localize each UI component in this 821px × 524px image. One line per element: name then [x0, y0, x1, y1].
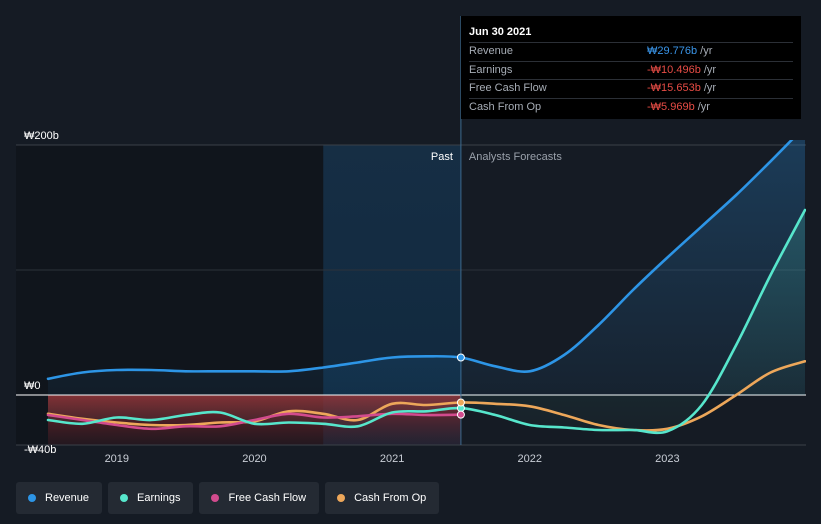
tooltip-row-revenue: Revenue ₩29.776b /yr — [469, 42, 793, 61]
legend-dot-icon — [211, 494, 220, 502]
tooltip-unit: /yr — [697, 100, 710, 113]
legend: Revenue Earnings Free Cash Flow Cash Fro… — [16, 482, 440, 514]
tooltip-value: -₩5.969b — [647, 100, 695, 113]
series-marker-revenue — [456, 353, 465, 362]
tooltip-unit: /yr — [703, 82, 717, 94]
series-marker-cash-from-op — [456, 398, 465, 407]
legend-dot-icon — [120, 494, 129, 502]
forecast-label: Analysts Forecasts — [469, 151, 562, 163]
x-axis-label: 2021 — [380, 453, 404, 465]
tooltip-label: Earnings — [469, 63, 513, 76]
series-marker-free-cash-flow — [456, 410, 465, 419]
tooltip-label: Free Cash Flow — [469, 82, 547, 94]
series-line-earnings — [46, 208, 806, 435]
tooltip-value: -₩15.653b — [647, 82, 701, 94]
tooltip-label: Revenue — [469, 45, 514, 57]
legend-dot-icon — [337, 494, 346, 502]
x-axis-label: 2020 — [242, 453, 266, 465]
tooltip-value: -₩10.496b — [647, 63, 701, 76]
x-axis-label: 2022 — [517, 453, 541, 465]
legend-item-revenue[interactable]: Revenue — [16, 482, 103, 514]
legend-dot-icon — [28, 494, 36, 502]
tooltip-row-free-cash-flow: Free Cash Flow -₩15.653b /yr — [469, 79, 793, 98]
legend-label: Earnings — [137, 492, 181, 504]
legend-item-cash-from-op[interactable]: Cash From Op — [325, 482, 440, 514]
series-area-revenue — [48, 140, 805, 395]
series-area-earnings — [48, 210, 805, 433]
legend-label: Free Cash Flow — [228, 492, 307, 504]
legend-label: Cash From Op — [354, 492, 427, 504]
tooltip-label: Cash From Op — [469, 100, 542, 113]
series-line-revenue — [46, 140, 794, 381]
legend-item-earnings[interactable]: Earnings — [108, 482, 194, 514]
y-axis-label: -₩40b — [24, 444, 56, 456]
legend-item-free-cash-flow[interactable]: Free Cash Flow — [199, 482, 320, 514]
x-axis-label: 2023 — [655, 453, 679, 465]
tooltip-panel: Jun 30 2021 Revenue ₩29.776b /yr Earning… — [461, 16, 801, 119]
past-label: Past — [431, 151, 453, 163]
tooltip-value: ₩29.776b — [647, 45, 698, 57]
legend-label: Revenue — [45, 492, 90, 504]
tooltip-unit: /yr — [700, 45, 713, 57]
tooltip-row-earnings: Earnings -₩10.496b /yr — [469, 60, 793, 80]
y-axis-label: ₩0 — [24, 380, 41, 392]
y-axis-label: ₩200b — [24, 130, 59, 142]
x-axis-label: 2019 — [105, 453, 129, 465]
tooltip-row-cash-from-op: Cash From Op -₩5.969b /yr — [469, 97, 793, 117]
tooltip-date: Jun 30 2021 — [469, 26, 532, 38]
tooltip-unit: /yr — [703, 63, 717, 76]
